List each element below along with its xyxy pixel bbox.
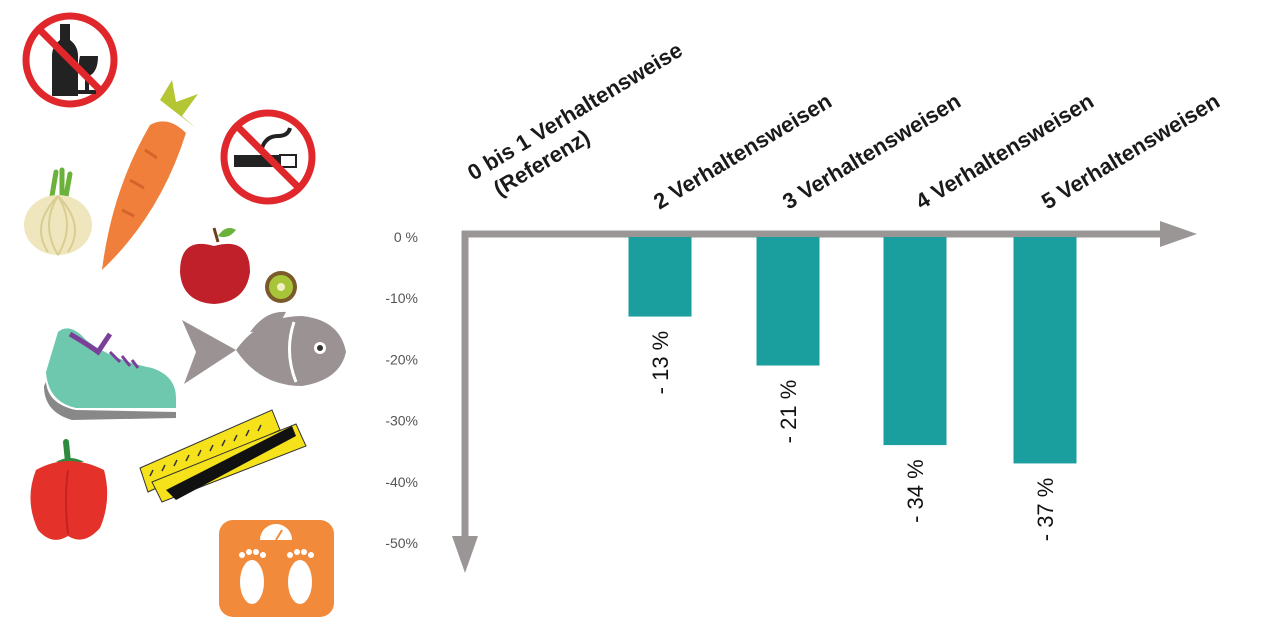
value-label: - 37 % (1033, 478, 1058, 542)
y-tick-label: -40% (385, 474, 418, 490)
bar (883, 237, 947, 446)
bathroom-scale-icon (219, 520, 334, 617)
y-tick-label: 0 % (394, 229, 418, 245)
bell-pepper-icon (30, 439, 108, 540)
value-label: - 21 % (776, 380, 801, 444)
no-smoking-icon (220, 109, 316, 205)
bar (1013, 237, 1077, 464)
sneaker-icon (44, 328, 176, 420)
category-labels: 0 bis 1 Verhaltensweise(Referenz) 2 Verha… (463, 37, 1224, 214)
kiwi-icon (265, 271, 297, 303)
fish-icon (182, 311, 346, 386)
measuring-tape-icon (139, 409, 307, 503)
value-label: - 13 % (648, 331, 673, 395)
bar (756, 237, 820, 366)
carrot-icon (102, 80, 198, 270)
bar (628, 237, 692, 317)
no-alcohol-icon (22, 12, 118, 108)
category-label-line: 0 bis 1 Verhaltensweise (463, 37, 687, 185)
axes (452, 221, 1197, 573)
bars (628, 237, 1077, 464)
y-tick-label: -30% (385, 413, 418, 429)
y-tick-labels: 0 % -10% -20% -30% -40% -50% (385, 229, 418, 551)
y-tick-label: -20% (385, 351, 418, 367)
plot-area: 0 % -10% -20% -30% -40% -50% - 13 % - 21 % - 34… (385, 37, 1224, 573)
onion-icon (24, 167, 92, 256)
value-label: - 34 % (903, 459, 928, 523)
y-axis-arrow (452, 536, 478, 573)
x-axis-arrow (1160, 221, 1197, 247)
value-labels: - 13 % - 21 % - 34 % - 37 % (648, 331, 1058, 541)
apple-icon (180, 227, 250, 304)
y-tick-label: -50% (385, 535, 418, 551)
y-tick-label: -10% (385, 290, 418, 306)
